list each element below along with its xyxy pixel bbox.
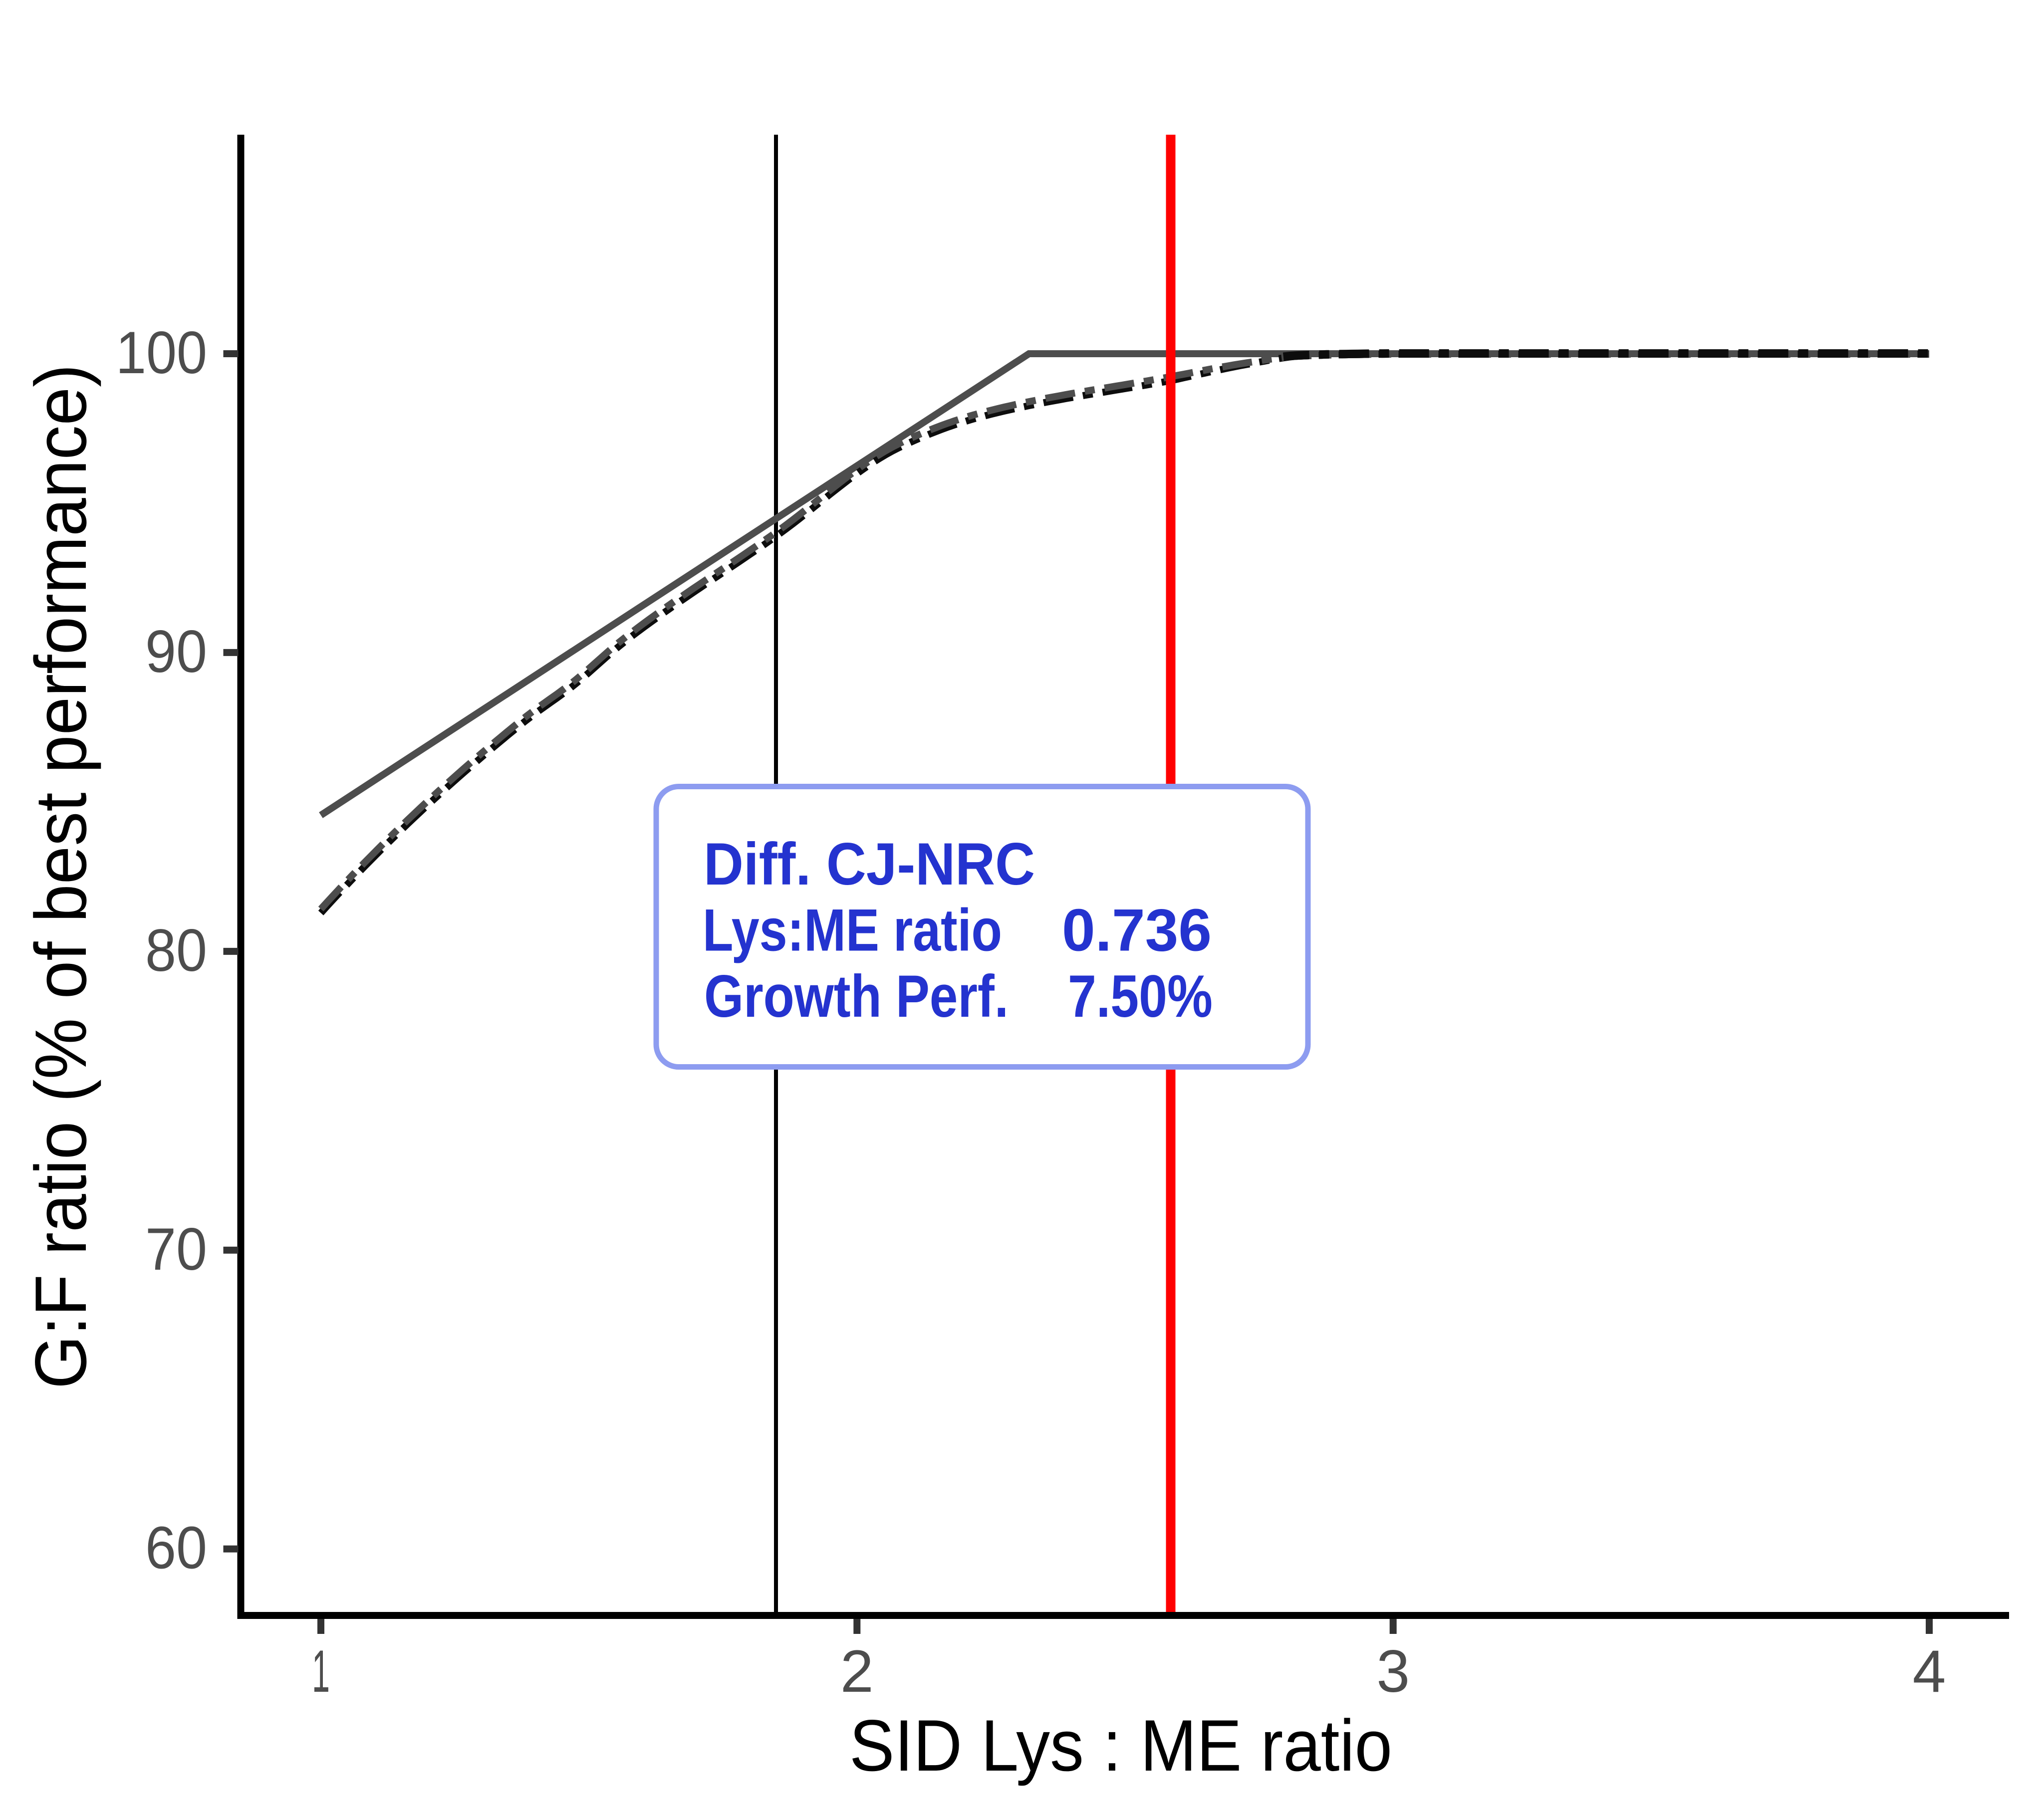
svg-text:Diff. CJ-NRC: Diff. CJ-NRC xyxy=(704,831,1035,898)
svg-text:90: 90 xyxy=(145,618,207,685)
svg-text:70: 70 xyxy=(145,1216,207,1283)
svg-text:0.736: 0.736 xyxy=(1062,897,1212,964)
svg-text:Lys:ME ratio: Lys:ME ratio xyxy=(703,897,1002,964)
svg-text:Growth Perf.: Growth Perf. xyxy=(704,963,1009,1030)
svg-text:60: 60 xyxy=(145,1515,207,1582)
svg-text:G:F ratio (% of best performan: G:F ratio (% of best performance) xyxy=(20,364,101,1389)
svg-text:3: 3 xyxy=(1376,1638,1410,1705)
svg-text:4: 4 xyxy=(1913,1638,1946,1705)
svg-text:1: 1 xyxy=(312,1638,330,1705)
svg-text:SID Lys : ME ratio: SID Lys : ME ratio xyxy=(849,1705,1392,1786)
svg-text:100: 100 xyxy=(116,319,207,386)
svg-text:80: 80 xyxy=(145,917,207,984)
svg-text:7.50%: 7.50% xyxy=(1068,963,1213,1030)
svg-text:2: 2 xyxy=(840,1638,874,1705)
